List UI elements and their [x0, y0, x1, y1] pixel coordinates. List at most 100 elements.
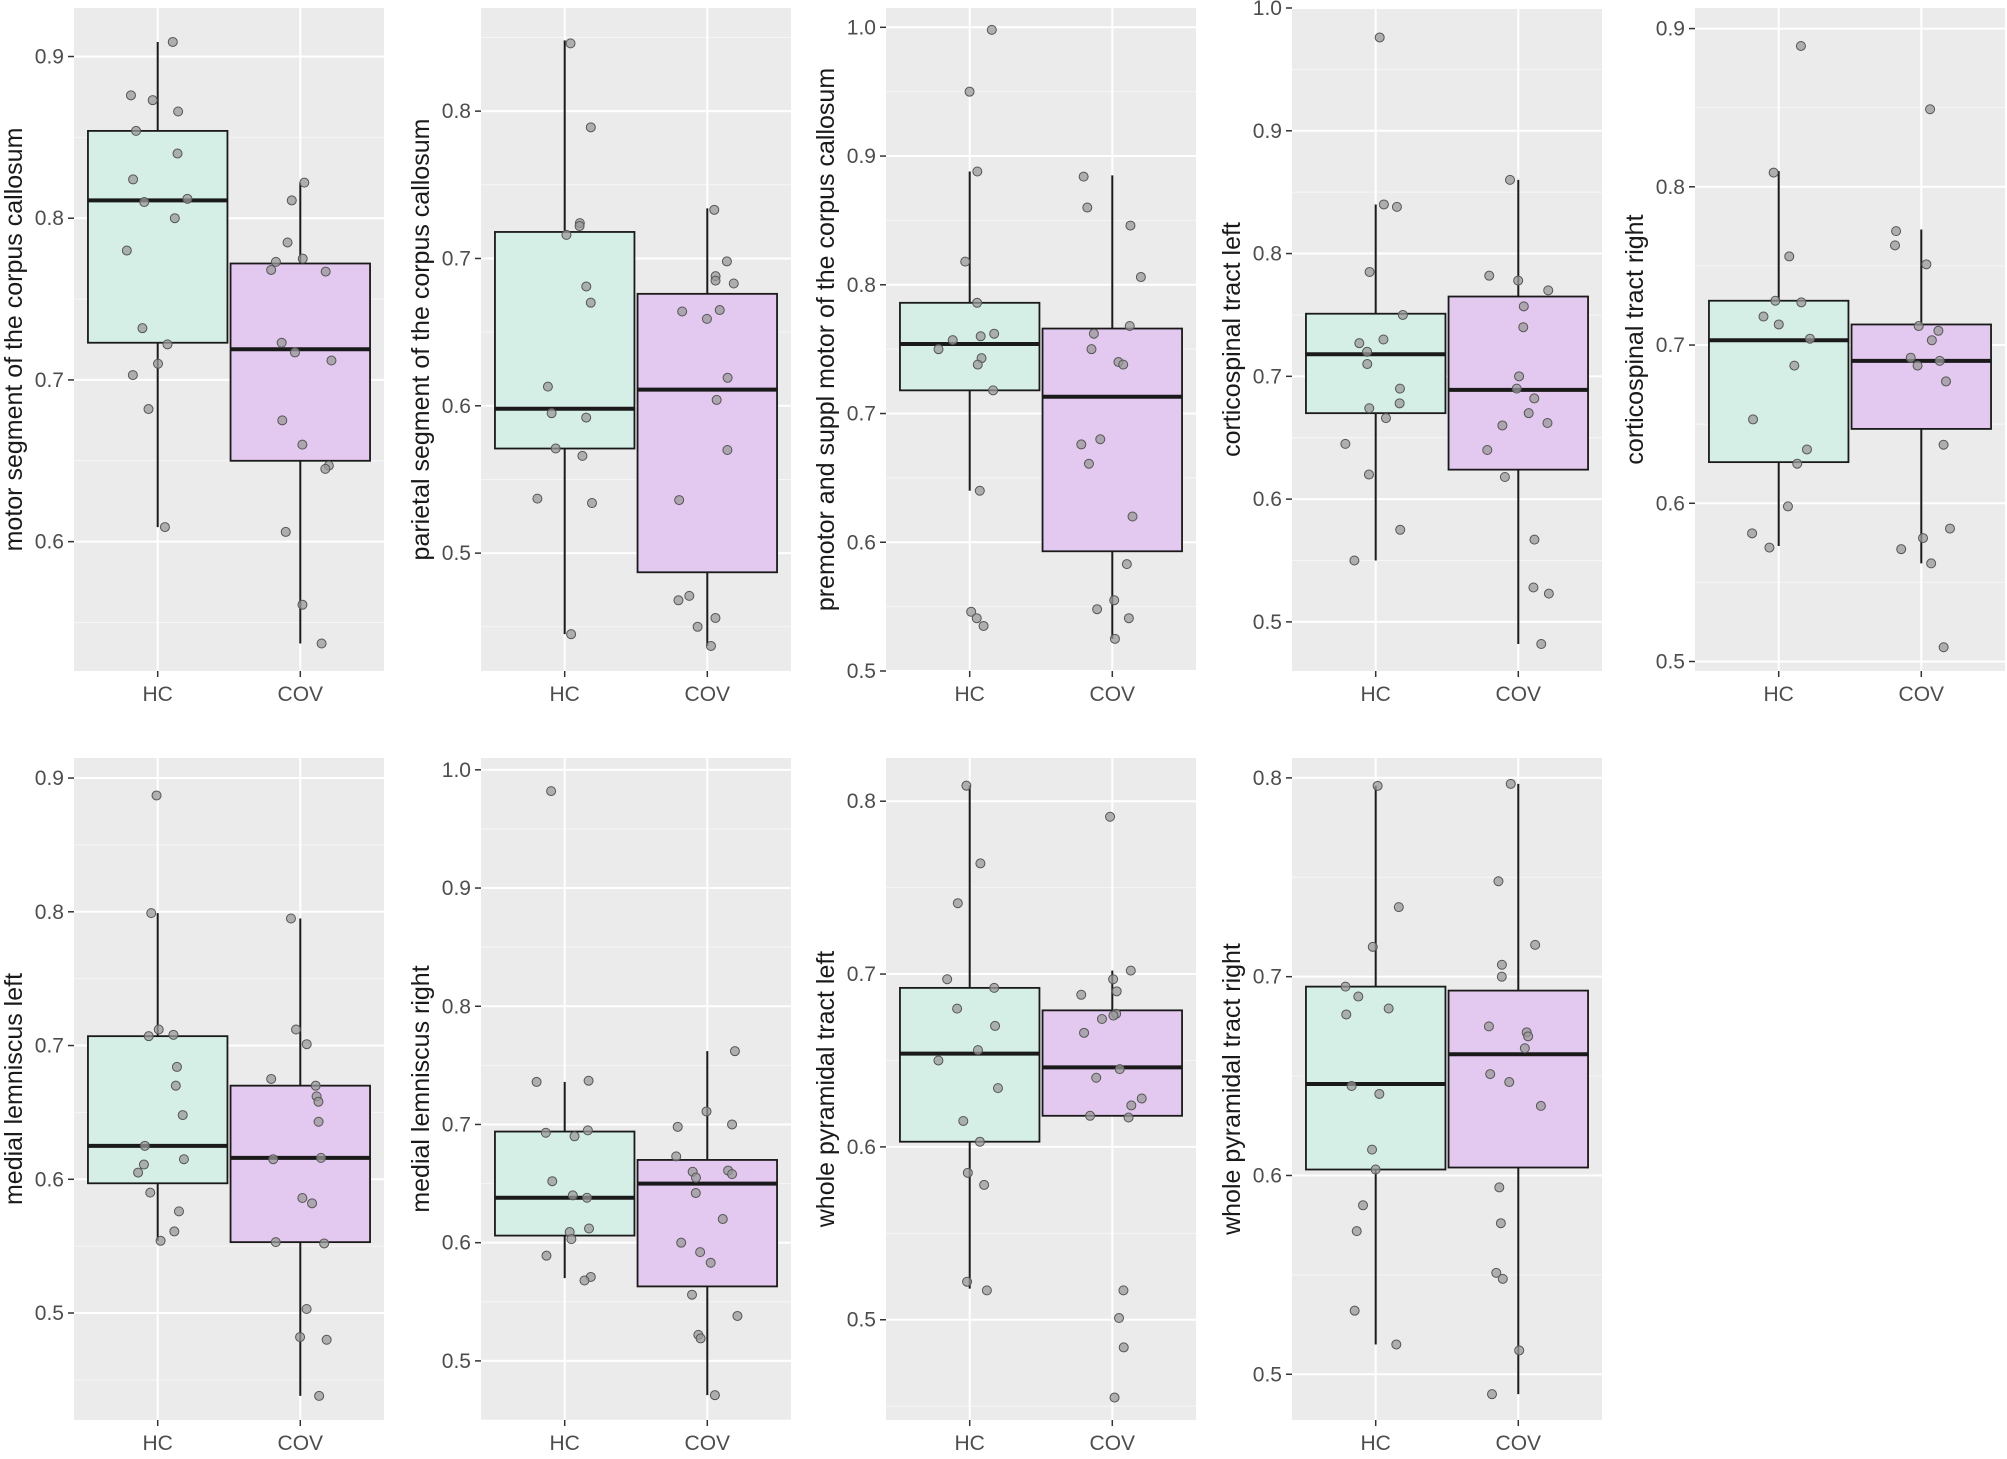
data-point-COV — [1523, 408, 1534, 419]
data-point-COV — [1484, 270, 1495, 281]
data-point-COV — [1135, 272, 1146, 283]
data-point-COV — [1511, 383, 1522, 394]
data-point-COV — [1109, 633, 1120, 644]
data-point-HC — [169, 1226, 180, 1237]
data-point-COV — [319, 1238, 330, 1249]
data-point-COV — [1536, 638, 1547, 649]
y-tick-label: 0.9 — [1656, 18, 1685, 41]
data-point-COV — [1496, 971, 1507, 982]
data-point-COV — [1118, 359, 1129, 370]
y-tick-label: 0.8 — [1253, 243, 1282, 266]
data-point-HC — [583, 1075, 594, 1086]
data-point-HC — [547, 1176, 558, 1187]
data-point-COV — [1079, 1027, 1090, 1038]
data-point-HC — [561, 229, 572, 240]
y-tick-label: 0.7 — [442, 247, 471, 270]
data-point-HC — [972, 297, 983, 308]
data-point-HC — [1394, 398, 1405, 409]
x-tick-label: COV — [1090, 683, 1136, 706]
data-point-COV — [1523, 1031, 1534, 1042]
data-point-COV — [687, 1289, 698, 1300]
box-COV — [636, 1159, 778, 1288]
data-point-COV — [1497, 420, 1508, 431]
data-point-HC — [581, 1192, 592, 1203]
data-point-HC — [933, 344, 944, 355]
data-point-HC — [1758, 311, 1769, 322]
data-point-COV — [310, 1080, 321, 1091]
panel-7: 0.5 0.6 0.7 0.8 0.9 1.0 HC COV medial lemniscus … — [407, 758, 791, 1455]
data-point-HC — [1349, 1305, 1360, 1316]
data-point-COV — [280, 526, 291, 537]
data-point-COV — [313, 1116, 324, 1127]
data-point-HC — [972, 166, 983, 177]
data-point-COV — [714, 305, 725, 316]
data-point-HC — [972, 359, 983, 370]
data-point-HC — [137, 323, 148, 334]
data-point-COV — [1890, 240, 1901, 251]
data-point-COV — [1482, 445, 1493, 455]
data-point-HC — [131, 125, 142, 136]
y-tick-label: 1.0 — [1253, 0, 1282, 20]
data-point-COV — [710, 275, 721, 286]
box-HC — [899, 986, 1041, 1143]
data-point-HC — [952, 898, 963, 909]
data-point-COV — [701, 313, 712, 324]
data-point-HC — [964, 86, 975, 97]
data-point-HC — [540, 1127, 551, 1138]
data-point-HC — [1358, 1200, 1369, 1211]
data-point-HC — [1773, 319, 1784, 330]
data-point-COV — [722, 372, 733, 383]
y-axis-label: corticospinal tract right — [1621, 214, 1649, 464]
data-point-COV — [320, 266, 331, 277]
data-point-COV — [1136, 1093, 1147, 1104]
data-point-HC — [139, 1140, 150, 1151]
y-tick-label: 0.6 — [1253, 1164, 1282, 1187]
y-tick-label: 0.5 — [442, 542, 471, 565]
y-tick-label: 0.6 — [847, 1136, 876, 1159]
data-point-HC — [1378, 199, 1389, 210]
data-point-COV — [1127, 511, 1138, 522]
data-point-HC — [581, 412, 592, 423]
data-point-HC — [531, 1076, 542, 1087]
data-point-COV — [301, 1039, 312, 1050]
data-point-COV — [266, 1073, 277, 1084]
data-point-HC — [1394, 383, 1405, 394]
y-tick-label: 0.6 — [1656, 492, 1685, 515]
data-point-HC — [569, 1131, 580, 1142]
data-point-COV — [1518, 301, 1529, 312]
data-point-HC — [542, 381, 553, 392]
data-point-COV — [270, 1237, 281, 1248]
data-point-COV — [276, 337, 287, 348]
x-tick-label: HC — [143, 683, 173, 706]
x-tick-label: HC — [1361, 1432, 1391, 1454]
data-point-HC — [1370, 1164, 1381, 1175]
data-point-COV — [710, 612, 721, 623]
data-point-HC — [981, 1285, 992, 1296]
data-point-COV — [722, 445, 733, 455]
data-point-COV — [1926, 335, 1937, 346]
y-tick-label: 0.6 — [442, 395, 471, 418]
data-point-HC — [1391, 1339, 1402, 1350]
data-point-COV — [1083, 458, 1094, 469]
data-point-COV — [1483, 1021, 1494, 1032]
data-point-HC — [1367, 941, 1378, 952]
data-point-HC — [933, 1055, 944, 1066]
data-point-COV — [1114, 1313, 1125, 1324]
data-point-HC — [155, 1235, 166, 1246]
data-point-COV — [721, 256, 732, 267]
data-point-HC — [989, 328, 1000, 339]
data-point-COV — [316, 638, 327, 649]
data-point-HC — [979, 1179, 990, 1190]
box-HC — [87, 129, 229, 344]
x-tick-label: HC — [1361, 683, 1391, 706]
data-point-HC — [167, 36, 178, 47]
box-COV — [1850, 323, 1992, 430]
panel-1: 0.6 0.7 0.8 0.9 HC COV motor segment of the co… — [0, 8, 384, 706]
data-point-COV — [684, 590, 695, 601]
y-tick-label: 0.8 — [1656, 176, 1685, 199]
data-point-COV — [1944, 523, 1955, 534]
y-tick-label: 0.8 — [1253, 767, 1282, 790]
data-point-HC — [1764, 542, 1775, 553]
y-tick-label: 0.7 — [442, 1113, 471, 1136]
x-tick-label: COV — [1090, 1432, 1136, 1454]
